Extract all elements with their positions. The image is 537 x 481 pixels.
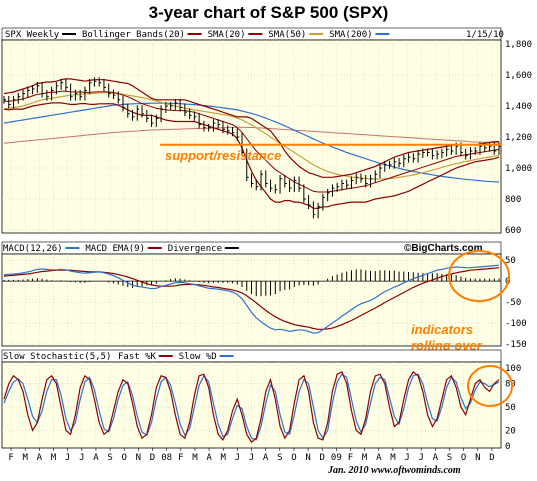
legend-label-1: Fast %K [118,352,157,362]
macd-series [2,264,501,334]
macd-line [3,264,500,334]
x-tick-label: N [475,453,480,463]
x-tick-label: M [362,453,368,463]
price-tick-label: 1,800 [505,40,532,50]
x-tick-label: N [136,453,141,463]
x-tick-label: A [433,453,439,463]
x-tick-label: J [79,453,84,463]
x-tick-label: O [291,453,296,463]
stoch-tick-label: 100 [505,364,521,374]
x-tick-label: S [107,453,112,463]
legend-label-0: SPX Weekly [5,30,60,40]
price-tick-label: 1,600 [505,71,532,81]
x-tick-label: D [489,453,494,463]
price-tick-label: 1,400 [505,102,532,112]
x-tick-label: J [419,453,424,463]
price-tick-label: 600 [505,226,521,236]
bigcharts-watermark: ©BigCharts.com [404,243,483,254]
x-tick-label: J [65,453,70,463]
macd-tick-label: 50 [505,256,516,266]
price-series [3,77,501,219]
x-tick-label: A [93,453,99,463]
footer-credit: Jan. 2010 www.oftwominds.com [328,465,461,476]
sma200-long-line [3,126,500,144]
x-tick-label: O [122,453,127,463]
chart-title: 3-year chart of S&P 500 (SPX) [148,3,389,22]
fast-k-line [3,370,500,443]
macd-ema-line [3,267,500,330]
stoch-legend: Slow Stochastic(5,5) Fast %K Slow %D [3,352,234,362]
macd-tick-label: -50 [505,298,521,308]
bollinger-lower-line [3,102,500,209]
support-resistance-label: support/resistance [165,148,281,163]
x-tick-label: J [404,453,409,463]
x-tick-label: D [320,453,325,463]
macd-highlight-circle [448,250,510,302]
macd-tick-label: -100 [505,319,527,329]
price-tick-label: 1,000 [505,164,532,174]
stoch-tick-label: 20 [505,426,516,436]
x-tick-label: M [221,453,227,463]
legend-label-1: Bollinger Bands(20) [82,30,185,40]
stoch-tick-label: 50 [505,403,516,413]
x-tick-label: A [37,453,43,463]
macd-legend: MACD(12,26) MACD EMA(9) Divergence [3,244,239,254]
x-axis: F M A M J J A S O N D 08 F M A M J J A S O N D 09 F M A M J J A S O N D [8,448,495,463]
legend-label-2: Divergence [168,244,222,254]
x-tick-label: S [277,453,282,463]
legend-label-2: SMA(20) [208,30,246,40]
indicators-label-line2: rolling over [411,338,483,353]
price-legend: SPX Weekly Bollinger Bands(20) SMA(20) SMA(… [5,30,390,40]
x-tick-label: F [178,453,183,463]
x-tick-label: J [235,453,240,463]
stochastic-y-axis: 100 80 50 20 0 [505,364,521,452]
price-y-axis: 1,800 1,600 1,400 1,200 1,000 800 600 [505,40,532,236]
x-tick-label: S [447,453,452,463]
price-tick-label: 800 [505,195,521,205]
x-tick-label: 09 [331,453,342,463]
sma200-line [3,102,500,183]
stoch-tick-label: 80 [505,380,516,390]
stoch-highlight-circle [467,365,513,407]
legend-label-3: SMA(50) [268,30,306,40]
x-tick-label: A [263,453,269,463]
macd-tick-label: -150 [505,340,527,350]
x-tick-label: F [348,453,353,463]
x-tick-label: M [192,453,198,463]
x-tick-label: M [390,453,396,463]
legend-label-2: Slow %D [179,352,217,362]
x-tick-label: J [249,453,254,463]
legend-label-0: MACD(12,26) [3,244,63,254]
stochastic-series [3,370,500,443]
legend-label-0: Slow Stochastic(5,5) [3,352,111,362]
legend-label-1: MACD EMA(9) [85,244,145,254]
stoch-tick-label: 0 [505,442,510,452]
x-tick-label: A [206,453,212,463]
indicators-label-line1: indicators [411,322,473,337]
bollinger-upper-line [3,78,499,178]
x-tick-label: M [23,453,29,463]
legend-label-4: SMA(200) [329,30,372,40]
price-tick-label: 1,200 [505,133,532,143]
x-tick-label: A [376,453,382,463]
sma50-line [3,92,500,180]
x-tick-label: O [461,453,466,463]
x-tick-label: M [51,453,57,463]
x-tick-label: 08 [161,453,172,463]
x-tick-label: F [8,453,13,463]
x-tick-label: D [150,453,155,463]
chart-date: 1/15/10 [466,30,504,40]
x-tick-label: N [305,453,310,463]
